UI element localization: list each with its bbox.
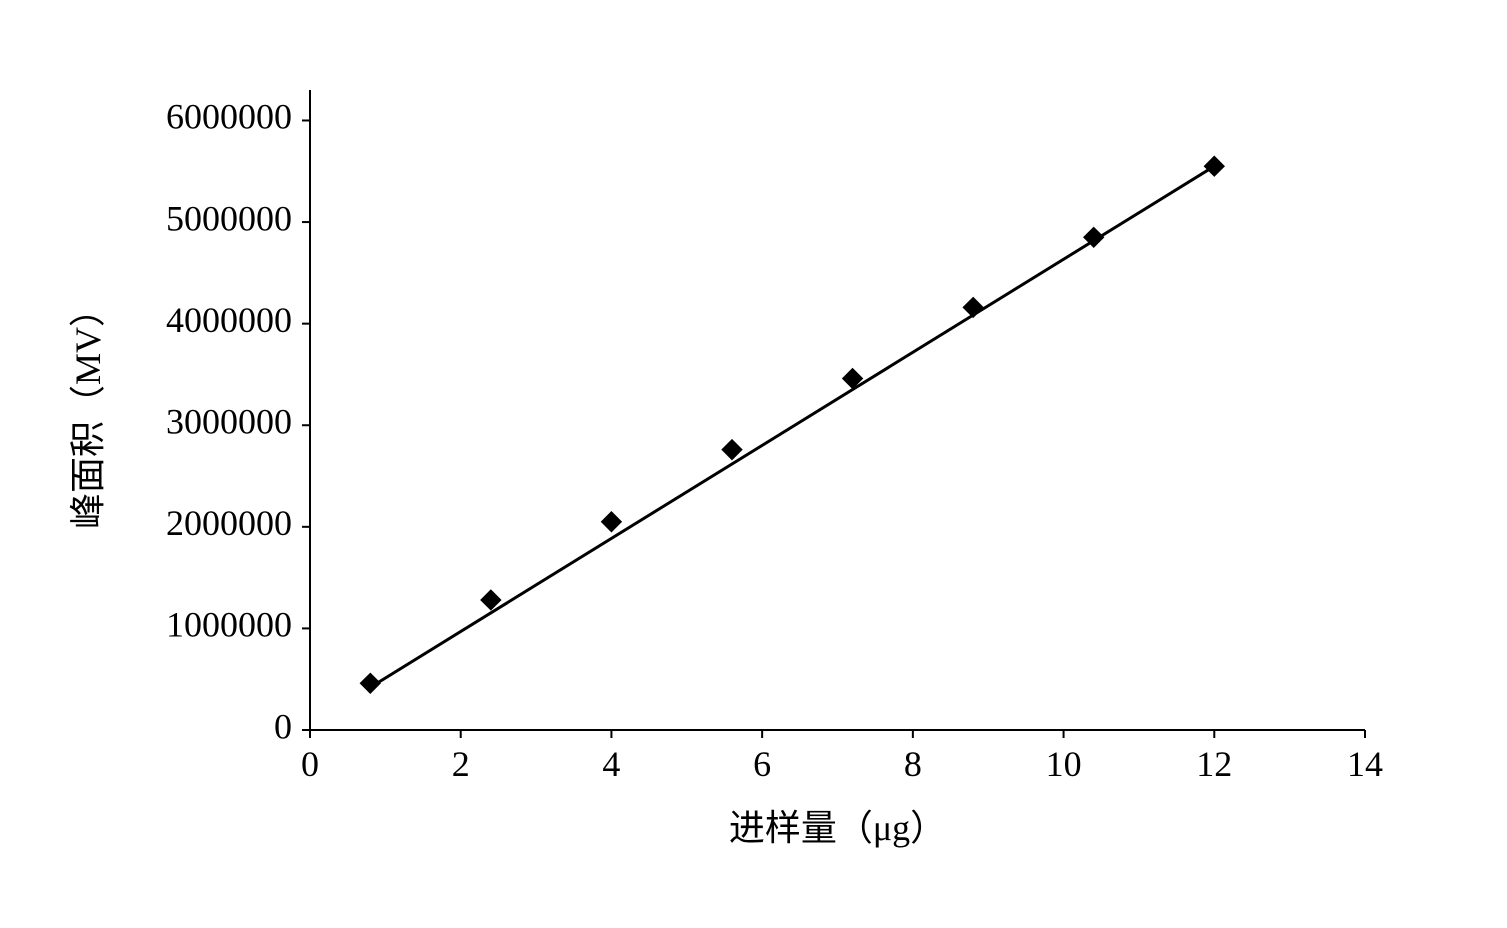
y-tick-label: 0 <box>274 706 292 746</box>
y-tick-label: 3000000 <box>166 402 292 442</box>
x-tick-label: 6 <box>753 744 771 784</box>
x-tick-label: 12 <box>1196 744 1232 784</box>
y-tick-label: 5000000 <box>166 198 292 238</box>
y-tick-label: 4000000 <box>166 300 292 340</box>
y-tick-label: 2000000 <box>166 503 292 543</box>
y-axis-label: 峰面积（MV） <box>68 291 108 529</box>
calibration-chart: 0 1000000 2000000 3000000 4000000 5000000 6000… <box>40 30 1465 900</box>
x-tick-label: 2 <box>452 744 470 784</box>
x-tick-label: 0 <box>301 744 319 784</box>
x-axis-label: 进样量（μg） <box>729 808 946 848</box>
y-tick-label: 1000000 <box>166 605 292 645</box>
y-tick-label: 6000000 <box>166 97 292 137</box>
x-tick-label: 4 <box>602 744 620 784</box>
x-tick-label: 8 <box>904 744 922 784</box>
chart-container: 0 1000000 2000000 3000000 4000000 5000000 6000… <box>40 30 1465 900</box>
x-tick-label: 14 <box>1347 744 1383 784</box>
x-tick-label: 10 <box>1046 744 1082 784</box>
